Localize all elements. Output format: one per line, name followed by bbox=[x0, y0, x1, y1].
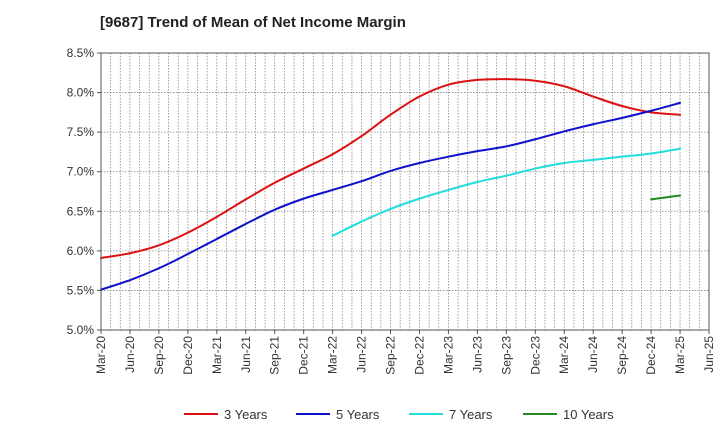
series-line-3-years bbox=[100, 78, 682, 259]
x-tick-label: Dec-24 bbox=[644, 336, 658, 375]
x-tick-label: Mar-20 bbox=[94, 336, 108, 374]
x-tick-label: Dec-23 bbox=[528, 336, 542, 375]
plot-border bbox=[100, 52, 710, 331]
legend-label: 10 Years bbox=[563, 407, 614, 422]
y-tick-label: 5.5% bbox=[67, 283, 95, 297]
x-tick-label: Sep-20 bbox=[152, 336, 166, 375]
x-tick-label: Mar-25 bbox=[673, 336, 687, 374]
y-tick-label: 7.5% bbox=[67, 125, 95, 139]
y-tick-label: 5.0% bbox=[67, 323, 95, 337]
x-tick-label: Jun-22 bbox=[355, 336, 369, 373]
x-tick-label: Dec-20 bbox=[181, 336, 195, 375]
x-tick-label: Mar-23 bbox=[441, 336, 455, 374]
y-tick-label: 6.5% bbox=[67, 204, 95, 218]
series-layer bbox=[100, 78, 682, 291]
x-tick-label: Mar-24 bbox=[557, 336, 571, 374]
y-tick-label: 8.0% bbox=[67, 86, 95, 100]
x-tick-label: Jun-23 bbox=[470, 336, 484, 373]
grid-layer bbox=[101, 53, 709, 330]
x-tick-label: Jun-25 bbox=[702, 336, 716, 373]
chart-title: [9687] Trend of Mean of Net Income Margi… bbox=[100, 14, 406, 31]
y-tick-label: 6.0% bbox=[67, 244, 95, 258]
legend-label: 5 Years bbox=[336, 407, 380, 422]
series-line-5-years bbox=[100, 101, 682, 291]
legend-label: 7 Years bbox=[449, 407, 493, 422]
x-axis-ticks: Mar-20 Jun-20 Sep-20 Dec-20 Mar-21 Jun-21 Sep-… bbox=[94, 330, 716, 375]
legend-label: 3 Years bbox=[224, 407, 268, 422]
x-tick-label: Jun-24 bbox=[586, 336, 600, 373]
x-tick-label: Dec-21 bbox=[297, 336, 311, 375]
x-tick-label: Mar-22 bbox=[326, 336, 340, 374]
x-tick-label: Sep-21 bbox=[268, 336, 282, 375]
y-tick-label: 8.5% bbox=[67, 46, 95, 60]
x-tick-label: Sep-24 bbox=[615, 336, 629, 375]
legend: 3 Years 5 Years 7 Years 10 Years bbox=[184, 407, 614, 422]
series-line-7-years bbox=[331, 147, 682, 237]
x-tick-label: Sep-23 bbox=[499, 336, 513, 375]
x-tick-label: Sep-22 bbox=[384, 336, 398, 375]
x-tick-label: Dec-22 bbox=[412, 336, 426, 375]
x-tick-label: Jun-20 bbox=[123, 336, 137, 373]
x-tick-label: Jun-21 bbox=[239, 336, 253, 373]
y-axis-ticks: 5.0% 5.5% 6.0% 6.5% 7.0% 7.5% 8.0% 8.5% bbox=[67, 46, 101, 337]
series-line-10-years bbox=[650, 194, 682, 201]
x-tick-label: Mar-21 bbox=[210, 336, 224, 374]
y-tick-label: 7.0% bbox=[67, 165, 95, 179]
